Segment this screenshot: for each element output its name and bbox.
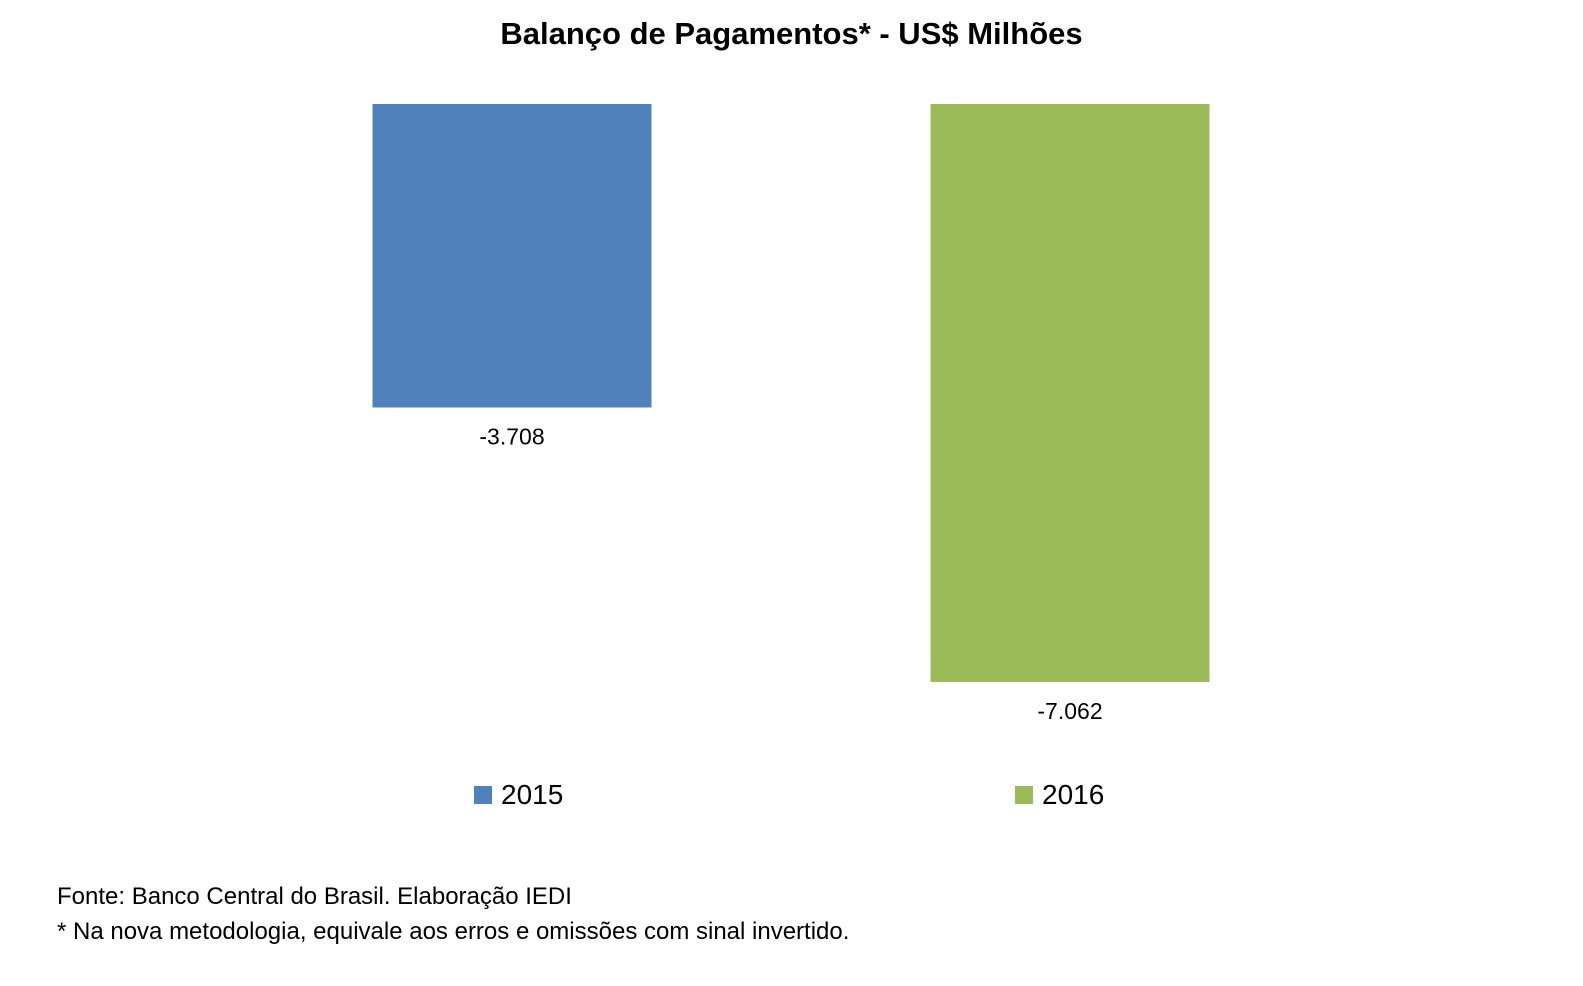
- data-labels-layer: -3.708 -7.062: [479, 423, 1102, 724]
- bar-2015: [372, 104, 652, 408]
- legend-item-2016: 2016: [1015, 775, 1104, 815]
- bar-chart: -3.708 -7.062: [372, 104, 1210, 724]
- data-label-2015: -3.708: [479, 423, 544, 449]
- bars-layer: [372, 104, 1210, 682]
- data-label-2016: -7.062: [1037, 698, 1102, 724]
- methodology-footnote: * Na nova metodologia, equivale aos erro…: [57, 918, 850, 945]
- chart-title: Balanço de Pagamentos* - US$ Milhões: [500, 16, 1083, 51]
- legend-label-2016: 2016: [1042, 779, 1105, 810]
- legend-item-2015: 2015: [474, 775, 563, 815]
- bar-2016: [930, 104, 1210, 682]
- legend-swatch-2016: [1015, 786, 1033, 804]
- source-note: Fonte: Banco Central do Brasil. Elaboraç…: [57, 883, 572, 910]
- legend-swatch-2015: [474, 786, 492, 804]
- legend-label-2015: 2015: [501, 779, 564, 810]
